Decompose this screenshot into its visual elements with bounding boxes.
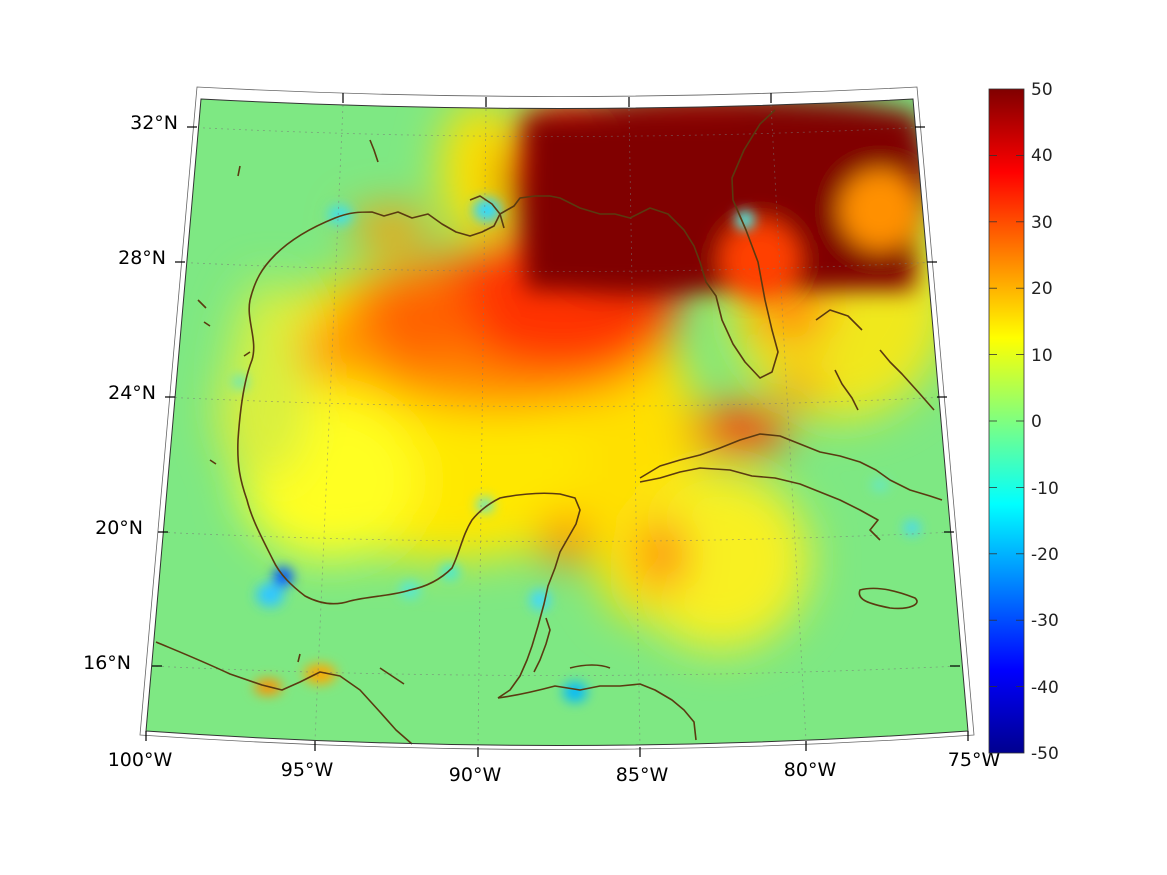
lat-label-16: 16°N: [83, 652, 131, 674]
lon-label-85: 85°W: [616, 764, 669, 786]
map-frame: [145, 98, 969, 746]
colorbar-label-neg40: -40: [1031, 678, 1059, 698]
colorbar-label-neg30: -30: [1031, 611, 1059, 631]
colorbar: 50 40 30 20 10 0 -10 -20 -30 -40 -50: [988, 80, 1059, 764]
data-field: [146, 99, 968, 746]
colorbar-label-0: 0: [1031, 412, 1042, 432]
colorbar-label-40: 40: [1031, 146, 1053, 166]
colorbar-label-neg20: -20: [1031, 545, 1059, 565]
lon-label-90: 90°W: [449, 764, 502, 786]
colorbar-label-neg50: -50: [1031, 744, 1059, 764]
lon-label-80: 80°W: [784, 759, 837, 781]
colorbar-label-50: 50: [1031, 80, 1053, 100]
colorbar-label-10: 10: [1031, 346, 1053, 366]
colorbar-label-30: 30: [1031, 213, 1053, 233]
lat-label-24: 24°N: [108, 382, 156, 404]
axis-ticks: [145, 93, 969, 757]
lat-label-20: 20°N: [95, 517, 143, 539]
colorbar-label-neg10: -10: [1031, 479, 1059, 499]
lon-label-100: 100°W: [108, 749, 173, 771]
lat-label-28: 28°N: [118, 247, 166, 269]
coastlines: [155, 109, 943, 745]
colorbar-label-20: 20: [1031, 279, 1053, 299]
lon-label-95: 95°W: [281, 759, 334, 781]
lat-label-32: 32°N: [130, 112, 178, 134]
lon-label-75: 75°W: [948, 749, 1001, 771]
